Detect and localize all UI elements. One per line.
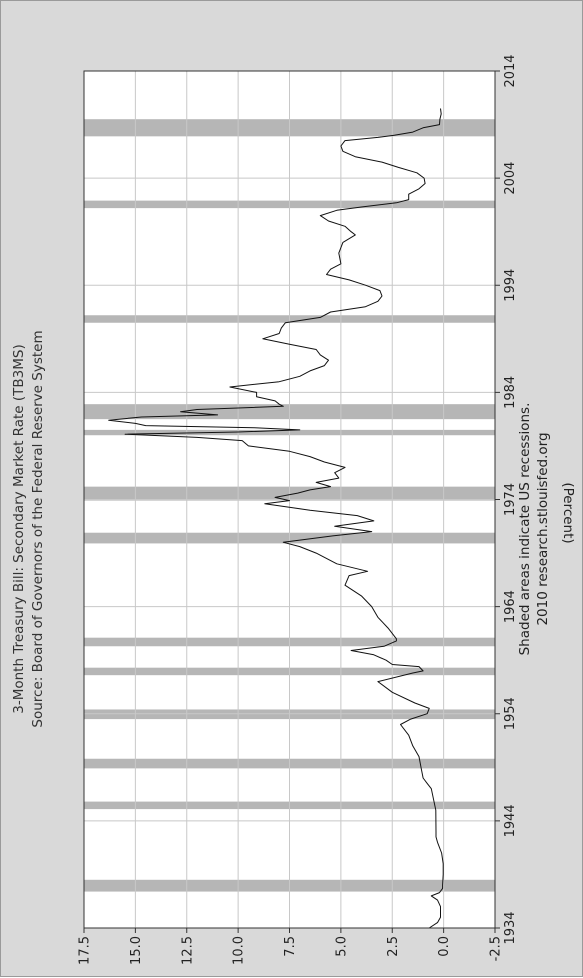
y-tick-label: 15.0 — [129, 936, 144, 965]
y-tick-label: 7.5 — [283, 936, 298, 957]
x-tick-label: 1974 — [503, 483, 518, 516]
y-axis-label: (Percent) — [560, 482, 576, 543]
chart-title: 3-Month Treasury Bill: Secondary Market … — [11, 344, 27, 714]
source-note: 2010 research.stlouisfed.org — [535, 432, 551, 625]
y-tick-label: 5.0 — [334, 936, 349, 957]
y-tick-label: 2.5 — [386, 936, 401, 957]
y-tick-label: 10.0 — [232, 936, 247, 965]
recession-note: Shaded areas indicate US recessions. — [517, 403, 533, 656]
y-tick-label: 17.5 — [78, 936, 93, 965]
x-tick-label: 1934 — [503, 911, 518, 944]
x-tick-label: 1964 — [503, 590, 518, 623]
x-tick-label: 1994 — [503, 269, 518, 302]
series-line-tb3ms — [108, 108, 444, 929]
x-tick-label: 2014 — [503, 54, 518, 87]
x-tick-label: 1944 — [503, 804, 518, 837]
chart-subtitle: Source: Board of Governors of the Federa… — [30, 330, 46, 727]
y-tick-label: 12.5 — [180, 936, 195, 965]
x-tick-label: 1984 — [503, 376, 518, 409]
x-tick-label: 1954 — [503, 697, 518, 730]
x-tick-label: 2004 — [503, 162, 518, 195]
y-tick-label: 0.0 — [437, 936, 452, 957]
y-tick-label: -2.5 — [489, 936, 504, 961]
